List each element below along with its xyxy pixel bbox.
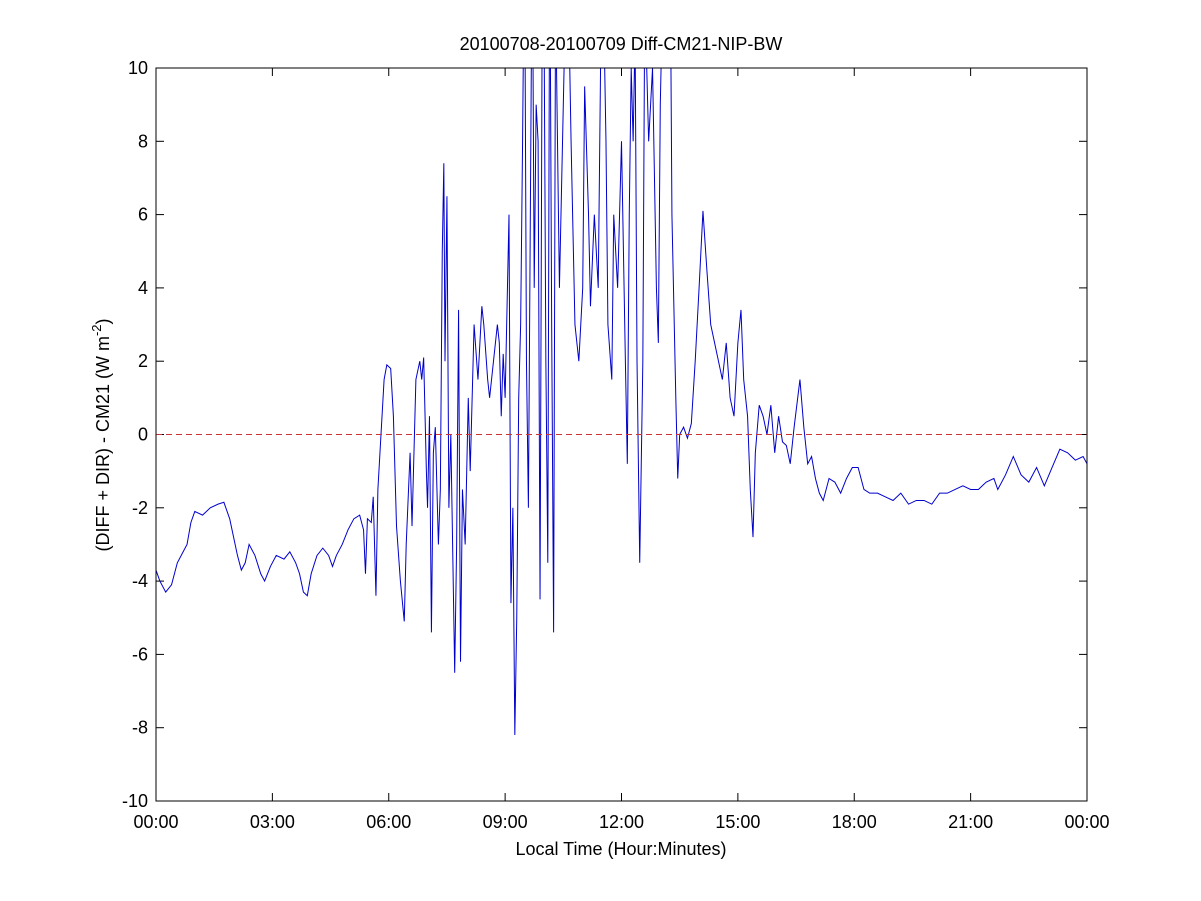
y-axis-label-superscript: -2 [89,324,104,336]
chart-title: 20100708-20100709 Diff-CM21-NIP-BW [460,34,783,54]
x-tick-label: 00:00 [1064,812,1109,832]
x-tick-label: 00:00 [133,812,178,832]
y-tick-label: -10 [122,791,148,811]
plot-content [156,68,1087,736]
x-tick-label: 21:00 [948,812,993,832]
x-tick-label: 09:00 [483,812,528,832]
y-tick-label: 6 [138,205,148,225]
axes-box [155,67,1088,802]
y-axis-label-text: (DIFF + DIR) - CM21 (W m [93,336,113,551]
y-tick-label: 8 [138,131,148,151]
x-tick-label: 06:00 [366,812,411,832]
x-axis-label: Local Time (Hour:Minutes) [515,839,726,859]
y-tick-label: 2 [138,351,148,371]
x-tick-label: 12:00 [599,812,644,832]
y-axis-label-suffix: ) [93,318,113,324]
y-tick-label: 0 [138,425,148,445]
y-tick-label: -8 [132,718,148,738]
y-tick-label: -4 [132,571,148,591]
x-tick-label: 18:00 [832,812,877,832]
y-tick-label: 10 [128,58,148,78]
data-line [156,68,1087,736]
x-tick-label: 03:00 [250,812,295,832]
y-tick-label: -6 [132,644,148,664]
y-axis-label: (DIFF + DIR) - CM21 (W m-2) [89,318,113,551]
x-tick-label: 15:00 [715,812,760,832]
y-tick-label: -2 [132,498,148,518]
y-tick-label: 4 [138,278,148,298]
